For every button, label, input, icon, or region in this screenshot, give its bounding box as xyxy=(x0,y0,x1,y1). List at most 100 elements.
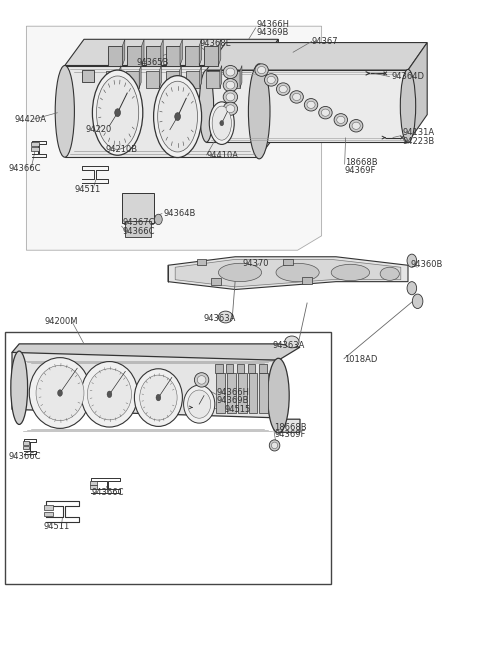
Ellipse shape xyxy=(199,70,214,142)
FancyBboxPatch shape xyxy=(82,70,94,82)
Ellipse shape xyxy=(334,113,348,126)
Polygon shape xyxy=(249,373,257,413)
Polygon shape xyxy=(65,66,259,157)
Ellipse shape xyxy=(249,64,270,159)
Ellipse shape xyxy=(279,86,287,93)
Polygon shape xyxy=(200,66,202,88)
Polygon shape xyxy=(206,71,220,88)
Polygon shape xyxy=(215,364,223,373)
Ellipse shape xyxy=(55,66,74,157)
Polygon shape xyxy=(159,66,161,88)
Ellipse shape xyxy=(11,351,28,424)
Polygon shape xyxy=(218,39,221,66)
Text: 94370: 94370 xyxy=(242,259,269,268)
Polygon shape xyxy=(237,364,244,373)
Ellipse shape xyxy=(307,102,315,109)
Circle shape xyxy=(412,294,423,309)
Text: 94410A: 94410A xyxy=(206,151,239,160)
Text: 94131A: 94131A xyxy=(402,128,434,138)
Ellipse shape xyxy=(81,362,138,427)
Ellipse shape xyxy=(269,440,280,451)
Ellipse shape xyxy=(290,91,303,103)
FancyBboxPatch shape xyxy=(23,446,29,449)
Polygon shape xyxy=(216,373,225,413)
Ellipse shape xyxy=(380,267,399,280)
Ellipse shape xyxy=(352,122,360,129)
FancyBboxPatch shape xyxy=(122,193,154,223)
Ellipse shape xyxy=(267,358,289,433)
Ellipse shape xyxy=(218,263,262,282)
Ellipse shape xyxy=(92,70,143,155)
Ellipse shape xyxy=(134,369,182,426)
Text: 94363A: 94363A xyxy=(273,341,305,350)
Polygon shape xyxy=(119,66,121,88)
Text: 94364B: 94364B xyxy=(163,209,195,218)
Text: 1018AD: 1018AD xyxy=(344,355,377,364)
Polygon shape xyxy=(106,71,119,88)
Text: 94366C: 94366C xyxy=(122,227,155,236)
Ellipse shape xyxy=(272,442,277,449)
Text: 94369B: 94369B xyxy=(217,396,249,405)
Polygon shape xyxy=(186,71,200,88)
Text: 94360B: 94360B xyxy=(411,260,443,269)
Ellipse shape xyxy=(276,263,319,282)
FancyBboxPatch shape xyxy=(197,259,206,265)
Polygon shape xyxy=(227,373,236,413)
Text: 94369F: 94369F xyxy=(275,430,306,440)
Polygon shape xyxy=(166,71,180,88)
Circle shape xyxy=(155,214,162,225)
Ellipse shape xyxy=(212,106,231,140)
FancyBboxPatch shape xyxy=(31,147,39,151)
Polygon shape xyxy=(206,43,427,70)
Text: 94220: 94220 xyxy=(85,125,112,134)
Polygon shape xyxy=(226,364,233,373)
Text: 94363A: 94363A xyxy=(204,314,236,324)
Polygon shape xyxy=(122,39,125,66)
Ellipse shape xyxy=(285,336,299,348)
Text: 94366C: 94366C xyxy=(9,452,41,461)
Polygon shape xyxy=(146,46,161,66)
Polygon shape xyxy=(185,46,199,66)
Ellipse shape xyxy=(194,373,209,387)
Polygon shape xyxy=(139,66,141,88)
Circle shape xyxy=(115,109,120,117)
Ellipse shape xyxy=(276,83,290,96)
Ellipse shape xyxy=(293,94,300,101)
Polygon shape xyxy=(259,373,268,413)
Text: 94200M: 94200M xyxy=(45,317,78,326)
Circle shape xyxy=(220,121,224,126)
FancyBboxPatch shape xyxy=(283,259,293,265)
Text: 18668B: 18668B xyxy=(275,422,307,432)
Polygon shape xyxy=(65,39,278,66)
Text: 94367: 94367 xyxy=(312,37,338,46)
Polygon shape xyxy=(127,46,142,66)
Ellipse shape xyxy=(188,390,211,419)
Ellipse shape xyxy=(36,365,84,421)
Polygon shape xyxy=(227,71,240,88)
Ellipse shape xyxy=(319,107,332,119)
Polygon shape xyxy=(259,39,278,157)
Ellipse shape xyxy=(267,77,275,83)
Text: 18668B: 18668B xyxy=(345,158,377,167)
Ellipse shape xyxy=(223,79,238,92)
Circle shape xyxy=(107,391,112,398)
Text: 94364D: 94364D xyxy=(391,72,424,81)
Text: 94367C: 94367C xyxy=(122,218,155,227)
FancyBboxPatch shape xyxy=(44,505,53,510)
Text: 94369F: 94369F xyxy=(345,166,376,175)
Polygon shape xyxy=(26,26,322,250)
Ellipse shape xyxy=(331,265,370,280)
FancyBboxPatch shape xyxy=(44,512,53,516)
Ellipse shape xyxy=(140,375,177,420)
FancyBboxPatch shape xyxy=(125,221,151,237)
Polygon shape xyxy=(240,66,242,88)
Polygon shape xyxy=(126,71,139,88)
Ellipse shape xyxy=(336,117,345,123)
Polygon shape xyxy=(161,39,163,66)
Ellipse shape xyxy=(209,102,234,145)
Polygon shape xyxy=(206,70,408,142)
FancyBboxPatch shape xyxy=(211,278,221,285)
Circle shape xyxy=(407,282,417,295)
Text: 94515: 94515 xyxy=(225,405,251,414)
Polygon shape xyxy=(108,46,122,66)
